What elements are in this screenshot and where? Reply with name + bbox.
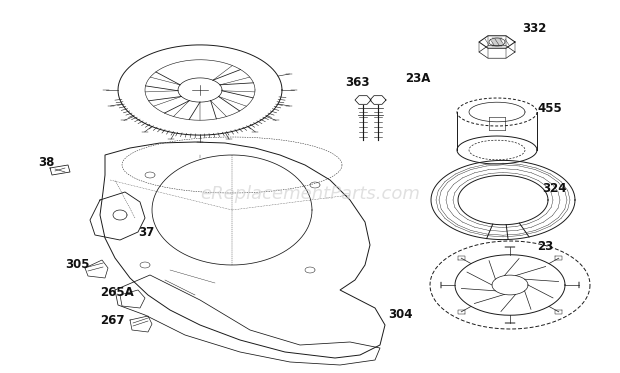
- Text: 455: 455: [537, 101, 562, 115]
- Text: 332: 332: [522, 22, 546, 34]
- Text: eReplacementParts.com: eReplacementParts.com: [200, 185, 420, 203]
- Text: 267: 267: [100, 313, 125, 326]
- Text: 23: 23: [537, 241, 553, 254]
- Text: 363: 363: [345, 75, 370, 88]
- Text: 38: 38: [38, 156, 55, 169]
- Text: 265A: 265A: [100, 285, 134, 298]
- Text: 23A: 23A: [405, 72, 430, 85]
- Text: 305: 305: [65, 258, 89, 272]
- Text: 304: 304: [388, 308, 412, 322]
- Text: 324: 324: [542, 182, 567, 194]
- Text: 37: 37: [138, 226, 154, 238]
